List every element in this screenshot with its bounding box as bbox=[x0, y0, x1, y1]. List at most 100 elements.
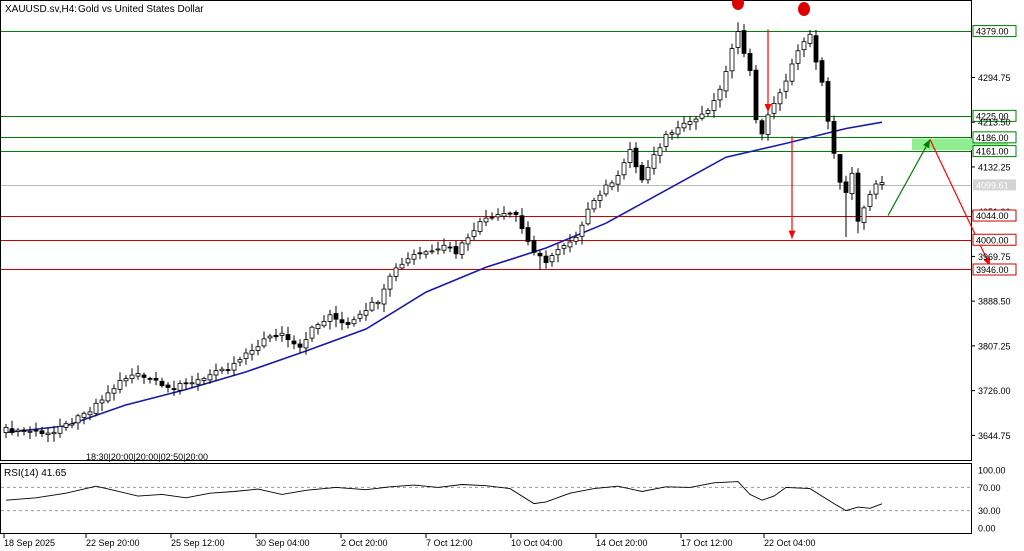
candle bbox=[93, 398, 99, 417]
candle-body-bear bbox=[537, 252, 543, 257]
candle bbox=[45, 427, 51, 442]
candle bbox=[759, 118, 765, 141]
candle bbox=[417, 246, 423, 260]
x-tick-label: 22 Sep 20:00 bbox=[86, 538, 140, 548]
candle-body-bear bbox=[489, 216, 495, 219]
candle-body-bull bbox=[561, 245, 567, 249]
candle bbox=[75, 413, 81, 430]
candle-body-bear bbox=[273, 334, 279, 338]
candle-body-bull bbox=[789, 63, 795, 82]
candle bbox=[693, 115, 699, 130]
candle-body-bear bbox=[507, 212, 513, 215]
candle-body-bull bbox=[681, 122, 687, 129]
candle bbox=[579, 221, 585, 245]
candle bbox=[69, 417, 75, 429]
candle-body-bull bbox=[495, 214, 501, 218]
arrow-head bbox=[764, 104, 772, 113]
candle-body-bull bbox=[177, 383, 183, 391]
y-tick-label: 3969.75 bbox=[978, 252, 1011, 262]
candle-body-bull bbox=[783, 80, 789, 92]
candle-body-bull bbox=[801, 41, 807, 51]
candle-body-bull bbox=[135, 372, 141, 377]
candle-body-bull bbox=[585, 208, 591, 225]
candle bbox=[645, 160, 651, 184]
candle-body-bull bbox=[51, 431, 57, 435]
candle-body-bull bbox=[435, 248, 441, 251]
candle bbox=[495, 208, 501, 221]
candle-body-bear bbox=[333, 313, 339, 320]
arrow-head bbox=[788, 230, 796, 239]
candle-body-bull bbox=[75, 415, 81, 424]
candle-body-bull bbox=[267, 335, 273, 339]
candle-body-bull bbox=[129, 374, 135, 380]
candle bbox=[525, 221, 531, 246]
peak-marker bbox=[732, 0, 744, 10]
x-tick-label: 14 Oct 20:00 bbox=[596, 538, 648, 548]
candle-body-bull bbox=[189, 382, 195, 385]
candle bbox=[621, 158, 627, 180]
candle-body-bear bbox=[531, 240, 537, 253]
x-tick-label: 25 Sep 12:00 bbox=[171, 538, 225, 548]
candle bbox=[681, 116, 687, 132]
candle-body-bull bbox=[471, 230, 477, 237]
price-tag-box bbox=[972, 25, 1017, 38]
candle-body-bull bbox=[243, 352, 249, 359]
candle-body-bull bbox=[873, 183, 879, 195]
candle-body-bull bbox=[477, 221, 483, 232]
candle bbox=[831, 115, 837, 159]
candle-body-bull bbox=[615, 175, 621, 185]
candle bbox=[717, 85, 723, 108]
candle bbox=[225, 362, 231, 375]
candle bbox=[351, 316, 357, 327]
candle bbox=[411, 249, 417, 265]
candle bbox=[687, 116, 693, 131]
rsi-y-tick-label: 100.00 bbox=[978, 466, 1006, 476]
candle bbox=[675, 120, 681, 139]
candle bbox=[537, 250, 543, 270]
candle-body-bull bbox=[729, 48, 735, 72]
candle bbox=[795, 44, 801, 70]
candle-body-bull bbox=[573, 236, 579, 242]
candle-body-bull bbox=[351, 319, 357, 325]
candle bbox=[117, 372, 123, 394]
price-tag: 4161.00 bbox=[976, 147, 1009, 157]
candle-body-bull bbox=[669, 132, 675, 135]
candle-body-bull bbox=[501, 212, 507, 217]
candle-body-bear bbox=[759, 120, 765, 135]
candle-body-bull bbox=[567, 241, 573, 248]
candle bbox=[483, 210, 489, 227]
candle bbox=[153, 371, 159, 386]
candle bbox=[231, 356, 237, 376]
x-tick-label: 2 Oct 20:00 bbox=[341, 538, 388, 548]
candle-body-bull bbox=[609, 182, 615, 188]
candle bbox=[867, 190, 873, 211]
candle-body-bull bbox=[735, 31, 741, 48]
candle-body-bull bbox=[111, 388, 117, 394]
candle-body-bear bbox=[633, 147, 639, 168]
candle bbox=[279, 326, 285, 342]
candle-body-bull bbox=[711, 100, 717, 111]
candle bbox=[369, 297, 375, 312]
candle-body-bull bbox=[357, 313, 363, 319]
candle bbox=[657, 143, 663, 164]
candle bbox=[567, 234, 573, 253]
price-tag: 4379.00 bbox=[976, 27, 1009, 37]
candle-body-bear bbox=[417, 252, 423, 255]
candle bbox=[87, 406, 93, 421]
candle bbox=[807, 30, 813, 48]
rsi-y-tick-label: 30.00 bbox=[978, 506, 1001, 516]
candle bbox=[183, 378, 189, 390]
candle-body-bull bbox=[405, 258, 411, 264]
candle bbox=[531, 235, 537, 256]
rsi-y-tick-label: 0.00 bbox=[978, 524, 996, 534]
target-zone bbox=[912, 138, 1008, 151]
x-axis-overlap-labels: 18:30|20:00|20:00|02:50|20:00 bbox=[86, 452, 208, 462]
arrow-head bbox=[923, 139, 930, 149]
candle-body-bull bbox=[315, 324, 321, 330]
candle bbox=[861, 205, 867, 230]
candle bbox=[195, 372, 201, 391]
candle bbox=[405, 252, 411, 267]
candle-body-bear bbox=[813, 35, 819, 63]
candle bbox=[849, 167, 855, 200]
candle bbox=[255, 339, 261, 356]
